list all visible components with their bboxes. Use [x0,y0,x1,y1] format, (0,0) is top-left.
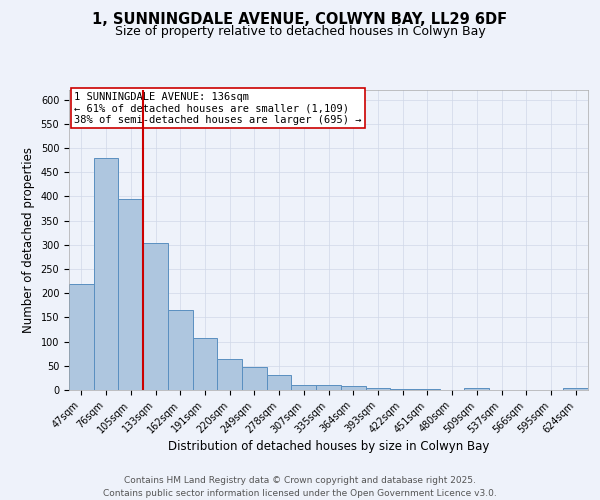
Bar [341,386,365,390]
Bar [143,244,168,390]
Bar [193,338,217,390]
Bar [242,367,267,390]
Bar [390,389,415,390]
Bar [464,388,489,390]
Text: Size of property relative to detached houses in Colwyn Bay: Size of property relative to detached ho… [115,25,485,38]
Bar [69,284,94,390]
Bar [94,158,118,390]
Bar [563,388,588,390]
Text: 1, SUNNINGDALE AVENUE, COLWYN BAY, LL29 6DF: 1, SUNNINGDALE AVENUE, COLWYN BAY, LL29 … [92,12,508,28]
Text: Contains HM Land Registry data © Crown copyright and database right 2025.
Contai: Contains HM Land Registry data © Crown c… [103,476,497,498]
Text: 1 SUNNINGDALE AVENUE: 136sqm
← 61% of detached houses are smaller (1,109)
38% of: 1 SUNNINGDALE AVENUE: 136sqm ← 61% of de… [74,92,362,124]
Bar [168,310,193,390]
Bar [316,385,341,390]
Bar [217,358,242,390]
Bar [415,389,440,390]
Bar [365,388,390,390]
Bar [292,385,316,390]
Y-axis label: Number of detached properties: Number of detached properties [22,147,35,333]
Bar [267,374,292,390]
Bar [118,199,143,390]
X-axis label: Distribution of detached houses by size in Colwyn Bay: Distribution of detached houses by size … [168,440,489,453]
